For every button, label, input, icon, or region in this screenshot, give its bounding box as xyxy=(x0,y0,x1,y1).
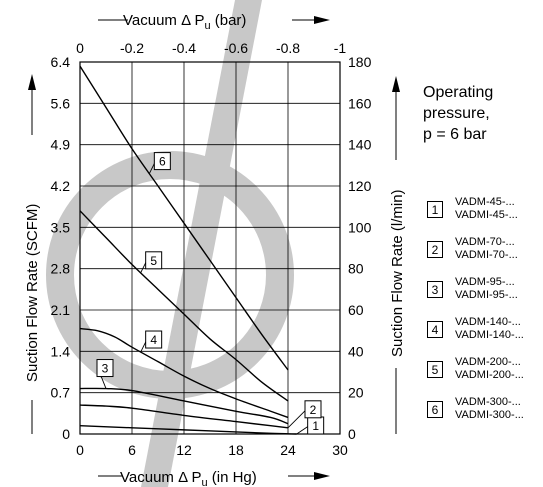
right-tick-label: 0 xyxy=(348,426,356,442)
left-tick-label: 3.5 xyxy=(51,219,71,235)
legend-text: VADM-70-... VADMI-70-... xyxy=(455,236,518,262)
top-tick-label: 0 xyxy=(76,40,84,56)
left-axis-label: Suction Flow Rate (SCFM) xyxy=(24,204,41,382)
legend-text: VADM-95-... VADMI-95-... xyxy=(455,276,518,302)
series-label-number: 4 xyxy=(150,333,157,347)
left-axis-title: Suction Flow Rate (SCFM) xyxy=(24,74,41,434)
series-line-4 xyxy=(79,327,289,419)
series-label-box xyxy=(96,359,114,378)
note-line-1: Operating xyxy=(423,84,494,101)
series-label-number: 2 xyxy=(310,403,317,417)
legend-model: VADM-45-... xyxy=(455,196,515,208)
note-line-3: p = 6 bar xyxy=(423,126,487,143)
right-tick-label: 40 xyxy=(348,343,364,359)
series-line-6 xyxy=(79,65,289,371)
series-label-number: 6 xyxy=(159,155,166,169)
bottom-tick-label: 18 xyxy=(228,442,244,458)
right-tick-label: 120 xyxy=(348,178,372,194)
right-tick-label: 100 xyxy=(348,219,372,235)
legend-model: VADM-200-... xyxy=(455,356,521,368)
legend-number-box: 6 xyxy=(427,401,443,418)
bottom-tick-label: 12 xyxy=(176,442,192,458)
top-tick-label: -0.8 xyxy=(276,40,300,56)
left-tick-label: 4.9 xyxy=(51,137,71,153)
legend-model: VADM-70-... xyxy=(455,236,515,248)
right-tick-label: 180 xyxy=(348,54,372,70)
legend-text: VADM-140-... VADMI-140-... xyxy=(455,316,524,342)
series-label-box xyxy=(304,400,322,419)
series-label-number: 3 xyxy=(102,362,109,376)
legend-model: VADM-140-... xyxy=(455,316,521,328)
series-lines xyxy=(79,65,297,435)
right-tick-label: 160 xyxy=(348,95,372,111)
legend-item: 5 VADM-200-... VADMI-200-... xyxy=(427,356,543,386)
right-axis-title: Suction Flow Rate (l/min) xyxy=(389,76,406,434)
series-label-boxes: 1 2 3 4 5 6 xyxy=(96,152,325,435)
left-tick-label: 6.4 xyxy=(51,54,71,70)
legend-model-alt: VADMI-95-... xyxy=(455,289,518,301)
right-tick-label: 80 xyxy=(348,261,364,277)
legend-text: VADM-300-... VADMI-300-... xyxy=(455,396,524,422)
plot-frame xyxy=(79,61,341,435)
series-label-number: 5 xyxy=(150,254,157,268)
right-tick-label: 140 xyxy=(348,137,372,153)
legend-item: 4 VADM-140-... VADMI-140-... xyxy=(427,316,543,346)
left-tick-label: 5.6 xyxy=(51,95,71,111)
series-label-box xyxy=(145,330,163,349)
left-tick-label: 0.7 xyxy=(51,385,71,401)
bottom-tick-label: 30 xyxy=(332,442,348,458)
top-tick-label: -0.2 xyxy=(120,40,144,56)
top-axis-title: Vacuum Δ Pu (bar) xyxy=(98,12,330,32)
legend-item: 1 VADM-45-... VADMI-45-... xyxy=(427,196,543,226)
legend-text: VADM-45-... VADMI-45-... xyxy=(455,196,518,222)
legend-model-alt: VADMI-300-... xyxy=(455,409,524,421)
series-line-5 xyxy=(79,210,289,402)
left-tick-label: 2.1 xyxy=(51,302,71,318)
bottom-tick-label: 6 xyxy=(128,442,136,458)
left-tick-label: 4.2 xyxy=(51,178,71,194)
top-tick-label: -1 xyxy=(334,40,347,56)
left-tick-label: 0 xyxy=(62,426,70,442)
series-line-1 xyxy=(79,425,297,435)
top-tick-label: -0.6 xyxy=(224,40,248,56)
series-label-box xyxy=(153,152,171,171)
legend-model-alt: VADMI-200-... xyxy=(455,369,524,381)
legend-number-box: 4 xyxy=(427,321,443,338)
note-line-2: pressure, xyxy=(423,105,490,122)
left-tick-label: 1.4 xyxy=(51,343,71,359)
right-tick-label: 20 xyxy=(348,385,364,401)
series-label-leader xyxy=(296,425,309,435)
operating-pressure-note: Operating pressure, p = 6 bar xyxy=(423,82,533,145)
bottom-tick-label: 24 xyxy=(280,442,296,458)
series-label-number: 1 xyxy=(312,419,319,433)
legend-item: 6 VADM-300-... VADMI-300-... xyxy=(427,396,543,426)
series-line-2 xyxy=(79,404,289,429)
right-axis-label: Suction Flow Rate (l/min) xyxy=(389,189,406,357)
legend-number-box: 2 xyxy=(427,241,443,258)
watermark-stroke xyxy=(141,0,262,487)
legend-text: VADM-200-... VADMI-200-... xyxy=(455,356,524,382)
bottom-axis-label: Vacuum Δ Pu (in Hg) xyxy=(120,469,257,487)
legend-number-box: 1 xyxy=(427,201,443,218)
right-tick-label: 60 xyxy=(348,302,364,318)
axis-ticks: 0 6 12 18 24 300 -0.2 -0.4 -0.6 -0.8 -100.71.42.12… xyxy=(51,40,372,458)
legend-model-alt: VADMI-45-... xyxy=(455,209,518,221)
legend-item: 3 VADM-95-... VADMI-95-... xyxy=(427,276,543,306)
series-label-box xyxy=(145,251,163,270)
legend-model: VADM-300-... xyxy=(455,396,521,408)
series-label-leader xyxy=(287,409,307,429)
left-tick-label: 2.8 xyxy=(51,261,71,277)
bottom-tick-label: 0 xyxy=(76,442,84,458)
legend-number-box: 3 xyxy=(427,281,443,298)
chart-grid xyxy=(80,62,340,434)
top-tick-label: -0.4 xyxy=(172,40,196,56)
legend-item: 2 VADM-70-... VADMI-70-... xyxy=(427,236,543,266)
bottom-axis-title: Vacuum Δ Pu (in Hg) xyxy=(98,469,330,487)
legend-model-alt: VADMI-70-... xyxy=(455,249,518,261)
legend-model-alt: VADMI-140-... xyxy=(455,329,524,341)
legend-model: VADM-95-... xyxy=(455,276,515,288)
top-axis-label: Vacuum Δ Pu (bar) xyxy=(123,12,246,32)
legend-number-box: 5 xyxy=(427,361,443,378)
